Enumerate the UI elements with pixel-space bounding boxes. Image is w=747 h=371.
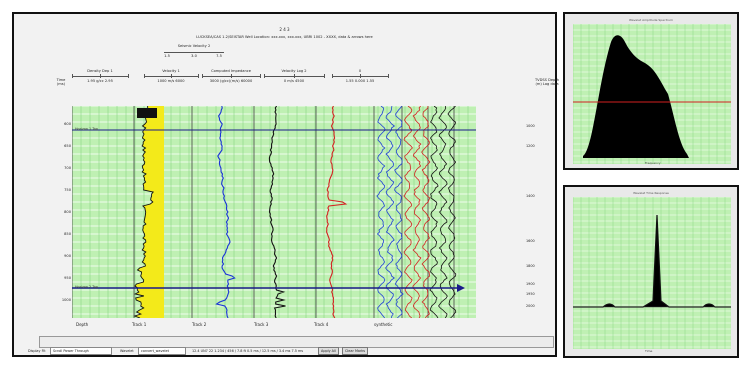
amplitude-spectrum-x-label: Frequency [645,161,661,165]
display-fit-select[interactable]: Scroll Power Through [50,347,112,355]
amplitude-spectrum-window: Wavelet Amplitude Spectrum Frequency [563,12,739,170]
track-header-tick [198,74,199,78]
track-footer-3: Track 3 [254,322,269,327]
left-axis-label: Time (ms) [56,78,66,87]
right-depth-label: 1400 [526,194,535,198]
right-depth-label: 1900 [526,282,535,286]
depth-label: 600 [64,122,71,126]
track-header-scale-1: 1000 m/s 6000 [157,79,185,83]
synthetic-trace-red [403,106,413,318]
track-header-name-1: Velocity 1 [162,69,180,73]
track-header-scale-0: 1.95 g/cc 2.95 [87,79,113,83]
header-group-tick-1: 3.0 [191,54,197,58]
track-header-tick [202,74,203,78]
density-top-block [137,108,157,118]
track-header-name-0: Density Dep 1 [87,69,113,73]
synthetic-trace-blue [376,106,386,318]
track-footer-2: Track 2 [192,322,207,327]
depth-label: 700 [64,166,71,170]
depth-label: 900 [64,254,71,258]
synthetic-trace-blue [385,106,396,318]
display-fit-label: Display Fit [28,349,46,353]
track-header-scale-4: 1.55 0.000 1.55 [345,79,375,83]
status-info-text: 12.4 UN7 22 1.234 / 456 / 7.8 ft 0.5 ms … [192,349,304,353]
synthetic-trace-black [447,106,457,318]
window-title: LUCKSEA/CAS 1.2/SEISTAR Well Location: x… [196,35,373,39]
wavelet-label: Wavelet [120,349,134,353]
depth-label: 850 [64,232,71,236]
wavelet-x-label: Time [645,349,653,353]
track-footer-4: Track 4 [314,322,329,327]
velocity2-curve [326,106,348,318]
synthetic-trace-black [438,106,448,318]
depth-label: 950 [64,276,71,280]
log-curves-svg [72,106,476,318]
track-header-tick [260,74,261,78]
header-group-line [164,52,224,53]
right-depth-label: 1200 [526,144,535,148]
right-depth-label: 1800 [526,264,535,268]
track-header-scale-2: 3000 (g/cc)(m/s) 60000 [209,79,253,83]
synthetic-trace-black [429,106,439,318]
track-header-scale-3: 0 m/s 4500 [283,79,305,83]
right-depth-label: 2000 [526,304,535,308]
depth-label: 800 [64,210,71,214]
track-header-tick [231,74,232,78]
track-header-tick [128,74,129,78]
right-depth-label: 1600 [526,239,535,243]
density-fill [134,106,164,318]
track-header-name-3: Velocity Log 2 [281,69,307,73]
amplitude-spectrum-svg [573,24,731,164]
marker-label-1: Horizon 1 Top [75,127,98,131]
wavelet-svg [573,197,731,349]
synthetic-trace-blue [394,106,404,318]
track-header-tick [324,74,325,78]
wavelet-plot[interactable] [573,197,731,349]
header-group-label: Seismic Velocity 2 [177,44,211,48]
track-header-tick [294,74,295,78]
track-header-tick [72,74,73,78]
track-header-tick [144,74,145,78]
wavelet-title: Wavelet Time Response [633,191,669,195]
amplitude-spectrum-plot[interactable] [573,24,731,164]
apply-all-button[interactable]: Apply All [318,347,339,355]
track-footer-synthetic: synthetic [374,322,393,327]
window-depth-title: 2 4 3 [279,27,290,32]
track-header-tick [264,74,265,78]
right-axis-label: TVDSS Depth (m) Log data [534,78,560,87]
clear-marks-button[interactable]: Clear Marks [342,347,369,355]
track-footer-1: Track 1 [132,322,147,327]
track-footer-depth: Depth [76,322,89,327]
marker-label-2: Horizon 2 Top [75,285,98,289]
header-group-tick-0: 1.5 [164,54,170,58]
wavelet-select[interactable]: convert_wavelet [138,347,186,355]
wavelet-trace [573,214,731,308]
header-group-tick-2: 7.5 [216,54,222,58]
track-header-tick [332,74,333,78]
impedance-curve [268,106,286,318]
spectrum-fill [583,35,689,158]
right-depth-label: 1950 [526,292,535,296]
track-header-tick [388,74,389,78]
amplitude-spectrum-title: Wavelet Amplitude Spectrum [629,18,673,22]
log-plot-area[interactable]: Horizon 1 Top Horizon 2 Top [72,106,476,318]
track-header-tick [100,74,101,78]
depth-label: 1000 [61,298,71,302]
track-header-tick [360,74,361,78]
status-bar: Display Fit Scroll Power Through Wavelet… [28,347,548,356]
density-curve [133,106,155,318]
track-header-name-4: 0 [358,69,362,73]
right-depth-label: 1000 [526,124,535,128]
velocity-curve [215,106,236,318]
track-header-name-2: Computed Impedance [211,69,251,73]
marker-arrow [457,284,465,292]
depth-label: 750 [64,188,71,192]
wavelet-window: Wavelet Time Response Time [563,185,739,358]
track-header-tick [171,74,172,78]
synthetic-trace-red [412,106,422,318]
depth-label: 650 [64,144,71,148]
prediction-panel [39,336,554,348]
well-log-window: 2 4 3 LUCKSEA/CAS 1.2/SEISTAR Well Locat… [12,12,560,357]
synthetic-trace-red [421,106,431,318]
